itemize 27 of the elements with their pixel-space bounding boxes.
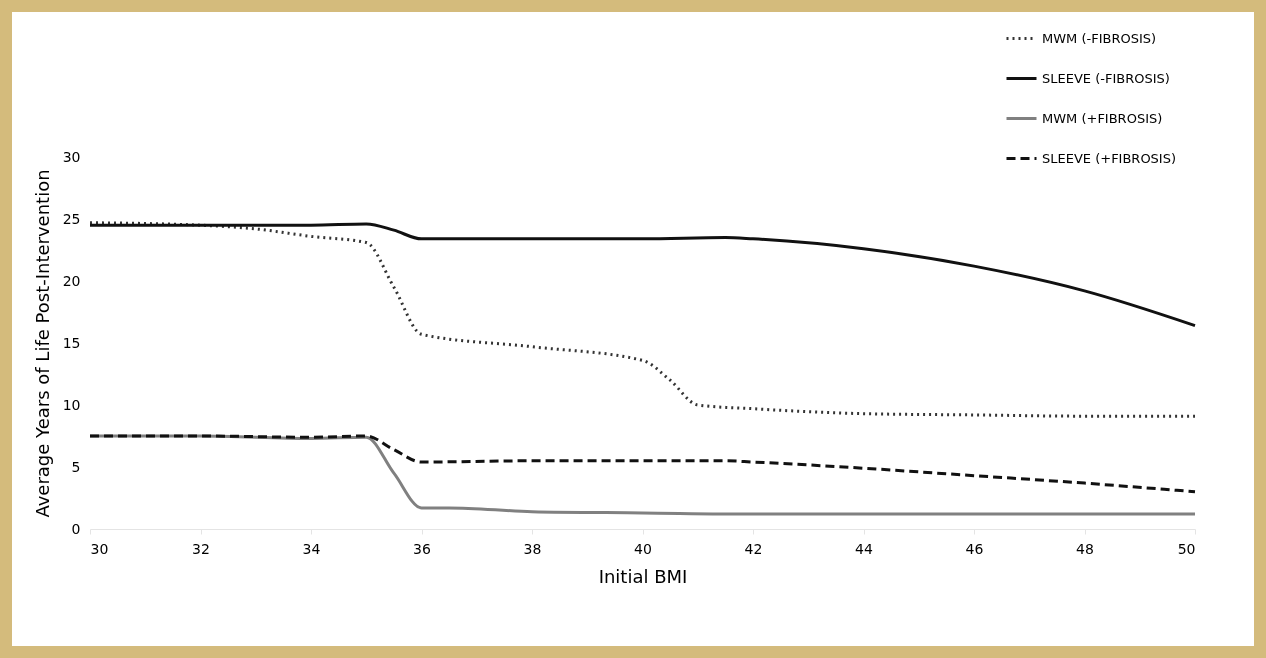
x-tick-label: 46 xyxy=(965,540,984,557)
line-series xyxy=(88,222,1197,328)
x-tick-label: 40 xyxy=(634,540,652,557)
y-tick-label: 30 xyxy=(62,148,81,165)
y-axis-title: Average Years of Life Post-Intervention xyxy=(31,169,53,518)
y-tick-label: 0 xyxy=(71,520,81,537)
x-tick-label: 44 xyxy=(855,540,873,557)
x-tick-label: 48 xyxy=(1076,540,1094,557)
legend-label: SLEEVE (-FIBROSIS) xyxy=(1042,70,1170,86)
line-series xyxy=(88,434,1197,494)
legend-label: MWM (-FIBROSIS) xyxy=(1042,30,1157,46)
y-tick-label: 15 xyxy=(62,334,81,351)
legend-label: MWM (+FIBROSIS) xyxy=(1042,110,1163,126)
y-tick-label: 25 xyxy=(62,210,81,227)
line-series xyxy=(88,221,1197,418)
x-tick-label: 30 xyxy=(90,540,109,557)
y-tick-label: 5 xyxy=(71,458,81,475)
x-tick-label: 42 xyxy=(744,540,763,557)
x-tick-label: 50 xyxy=(1177,540,1196,557)
x-tick-label: 36 xyxy=(413,540,431,557)
legend-label: SLEEVE (+FIBROSIS) xyxy=(1042,150,1177,166)
x-tick-label: 34 xyxy=(302,540,321,557)
x-tick-label: 32 xyxy=(192,540,210,557)
y-tick-label: 20 xyxy=(62,272,81,289)
x-axis-title: Initial BMI xyxy=(598,565,688,587)
x-tick-label: 38 xyxy=(523,540,542,557)
y-tick-label: 10 xyxy=(62,396,81,413)
